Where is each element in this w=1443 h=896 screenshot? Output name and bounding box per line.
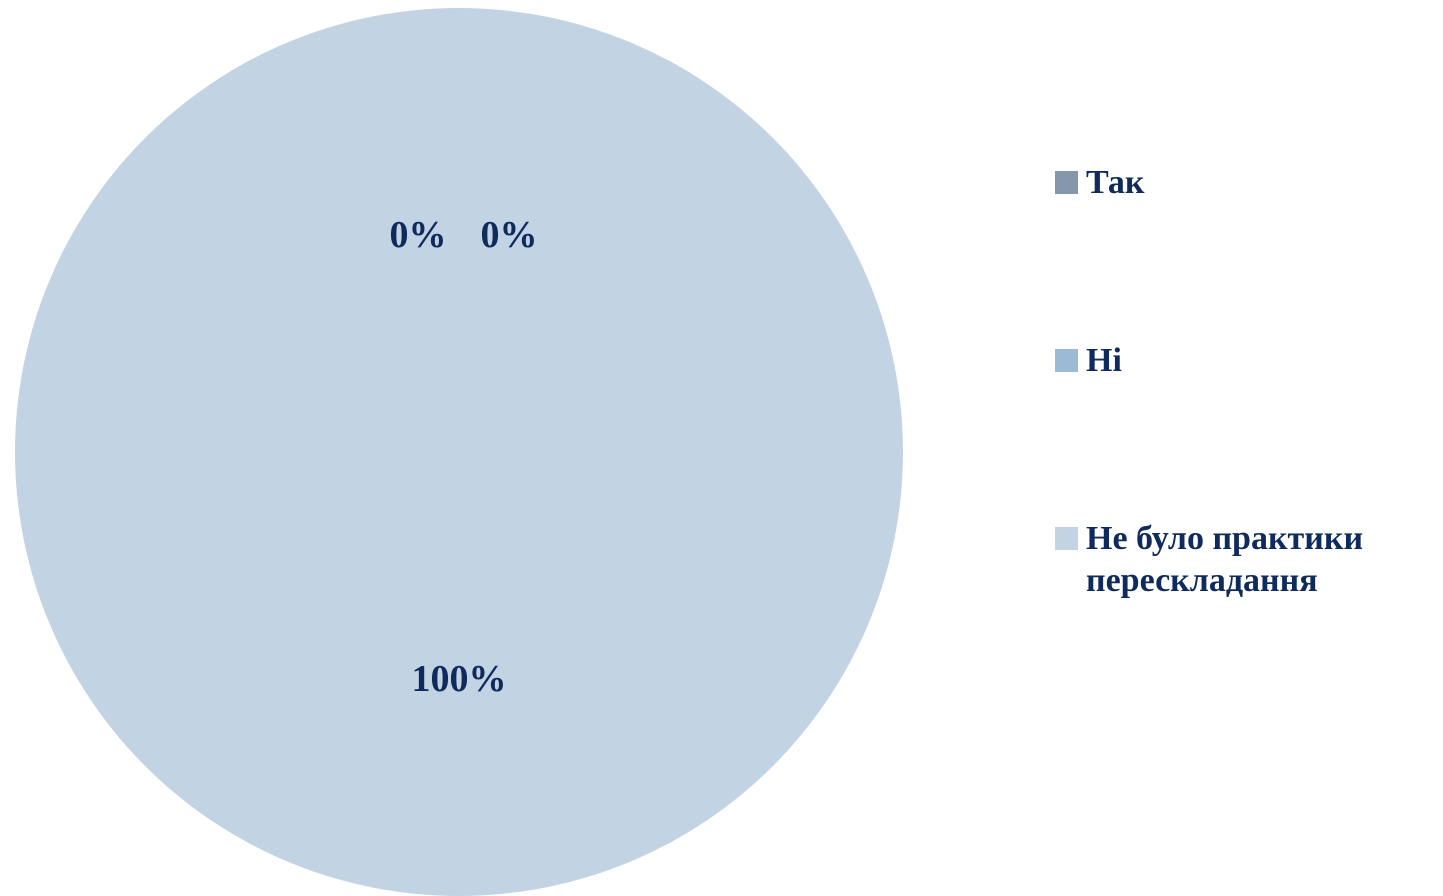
legend-label-ni: Ні (1086, 342, 1122, 379)
data-label-ni: 0% (481, 214, 538, 256)
pie-data-labels: 0% 0% 100% (390, 214, 538, 700)
chart-legend: Так Ні Не було практики перескладання (1055, 0, 1443, 896)
legend-item-tak: Так (1055, 162, 1441, 204)
legend-label-ne-bulo: Не було практики перескладання (1086, 520, 1364, 599)
pie-chart: 0% 0% 100% (15, 8, 903, 896)
legend-swatch-ni (1055, 349, 1078, 372)
legend-swatch-ne-bulo (1055, 527, 1078, 550)
legend-swatch-tak (1055, 171, 1078, 194)
legend-item-ni: Ні (1055, 340, 1441, 382)
data-label-tak: 0% (390, 214, 447, 256)
data-label-ne-bulo: 100% (412, 658, 507, 700)
pie-slice-ne-bulo (15, 8, 903, 896)
legend-label-tak: Так (1086, 164, 1145, 201)
pie-slices (15, 8, 903, 896)
legend-item-ne-bulo: Не було практики перескладання (1055, 518, 1441, 602)
